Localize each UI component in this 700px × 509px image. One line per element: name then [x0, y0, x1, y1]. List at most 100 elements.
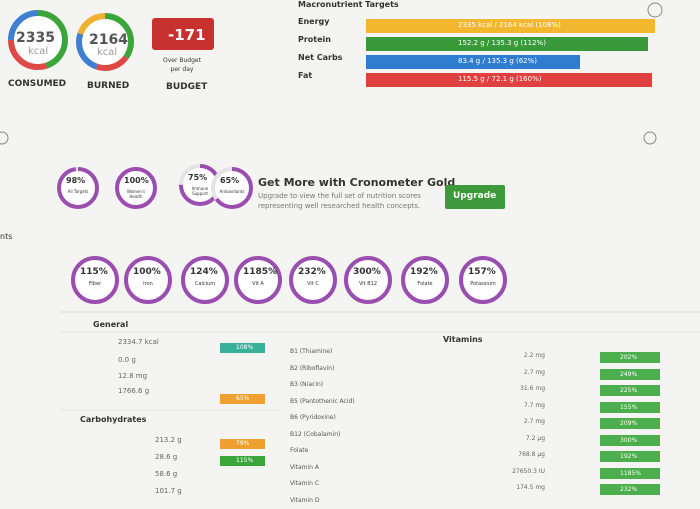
progress-bar [220, 343, 265, 353]
vitamin-amount: 2.7 mg [523, 368, 545, 376]
budget-label: BUDGET [166, 82, 208, 92]
ring-segment [57, 167, 99, 209]
macro-bar [366, 19, 655, 33]
macro-title: Macronutrient Targets [298, 0, 399, 9]
budget-box [152, 18, 214, 50]
target-label: Vit C [307, 281, 319, 287]
progress-label: 79% [236, 440, 250, 447]
burned-value: 2164 [89, 32, 128, 48]
gold-text: Upgrade to view the full set of nutritio… [258, 192, 421, 210]
vitamin-bar [600, 467, 660, 479]
target-label: Folate [417, 281, 433, 287]
vitamin-amount: 31.6 mg [520, 385, 545, 392]
vitamin-bar [600, 401, 660, 413]
burned-label: BURNED [87, 81, 130, 91]
vitamin-bar [600, 352, 660, 363]
progress-bar [220, 394, 265, 404]
ring-segment [76, 13, 134, 71]
vitamin-amount: 2.2 mg [523, 352, 545, 359]
vitamin-percent: 300% [620, 436, 638, 444]
ring-segment [115, 167, 157, 209]
vitamin-amount: 27650.3 IU [512, 467, 545, 475]
vitamin-name: B5 (Pantothenic Acid) [290, 397, 355, 405]
macro-bar [366, 73, 652, 87]
info-icon[interactable] [0, 131, 9, 145]
vitamin-percent: 249% [620, 370, 638, 378]
macro-bar-label: 152.2 g / 135.3 g (112%) [458, 39, 546, 47]
ring-segment [8, 10, 68, 70]
ring-segment [459, 256, 507, 304]
vitamin-bar [600, 368, 660, 380]
score-label: Immune Support [191, 186, 209, 196]
ring-segment [71, 256, 119, 304]
vitamin-percent: 232% [620, 486, 638, 493]
vitamin-percent: 192% [620, 453, 638, 460]
budget-value: -171 [168, 26, 206, 44]
progress-label: 65% [236, 395, 250, 402]
vitamin-name: Vitamin C [290, 480, 320, 487]
upgrade-button [445, 185, 505, 209]
target-value: 157% [468, 267, 496, 277]
progress-bar [220, 439, 265, 449]
budget-note: Over Budget per day [163, 57, 201, 73]
vitamin-bar [600, 484, 660, 495]
progress-label: 108% [236, 344, 254, 351]
target-label: Vit A [252, 281, 264, 287]
vitamin-bar [600, 385, 660, 396]
consumed-label: CONSUMED [8, 79, 67, 89]
macro-name: Net Carbs [298, 53, 343, 62]
target-value: 124% [190, 267, 218, 277]
general-amount: 0.0 g [118, 356, 136, 364]
target-value: 232% [298, 267, 326, 277]
vitamin-amount: 7.7 mg [523, 401, 545, 409]
vitamin-name: B12 (Cobalamin) [290, 430, 341, 438]
vitamin-name: B2 (Riboflavin) [290, 364, 335, 372]
ring-segment [289, 256, 337, 304]
consumed-unit: kcal [28, 46, 49, 57]
carbs-amount: 213.2 g [155, 436, 182, 444]
macro-bar-label: 83.4 g / 135.3 g (62%) [458, 57, 538, 65]
progress-label: 115% [236, 457, 254, 464]
score-value: 98% [66, 176, 86, 185]
upgrade-label[interactable]: Upgrade [453, 191, 497, 201]
info-icon[interactable] [647, 2, 663, 18]
target-value: 100% [133, 267, 161, 277]
target-label: Fiber [88, 281, 102, 287]
vitamin-name: B6 (Pyridoxine) [290, 414, 336, 421]
target-value: 115% [80, 267, 108, 277]
vitamin-percent: 225% [620, 387, 638, 394]
ring-segment [8, 10, 68, 70]
ring-segment [181, 256, 229, 304]
general-amount: 2334.7 kcal [118, 338, 159, 346]
vitamin-amount: 7.2 µg [525, 434, 545, 442]
target-label: Vit B12 [358, 281, 378, 287]
target-value: 1185% [243, 267, 278, 277]
macro-name: Protein [298, 35, 331, 44]
target-label: Potassium [470, 281, 496, 287]
carbs-amount: 28.6 g [155, 453, 178, 461]
macro-bar-label: 2335 kcal / 2164 kcal (108%) [458, 21, 561, 29]
ring-segment [234, 256, 282, 304]
macro-name: Fat [298, 71, 313, 80]
ring-segment [76, 13, 134, 71]
target-value: 300% [353, 267, 381, 277]
score-value: 75% [188, 173, 208, 182]
vitamin-percent: 155% [620, 403, 638, 411]
target-label: Calcium [194, 281, 216, 287]
vitamin-bar [600, 451, 660, 462]
vitamin-name: Vitamin A [290, 463, 319, 471]
macro-name: Energy [298, 17, 330, 26]
score-label: Antioxidants [219, 189, 245, 194]
score-value: 65% [220, 176, 240, 185]
carbs-title: Carbohydrates [80, 415, 147, 424]
target-label: Iron [143, 281, 153, 287]
vitamin-percent: 202% [620, 354, 638, 361]
vitamin-percent: 1185% [620, 469, 641, 477]
target-value: 192% [410, 267, 438, 277]
burned-unit: kcal [97, 47, 118, 58]
info-icon[interactable] [643, 131, 657, 145]
macro-bar [366, 37, 648, 51]
score-label: All Targets [67, 189, 89, 194]
